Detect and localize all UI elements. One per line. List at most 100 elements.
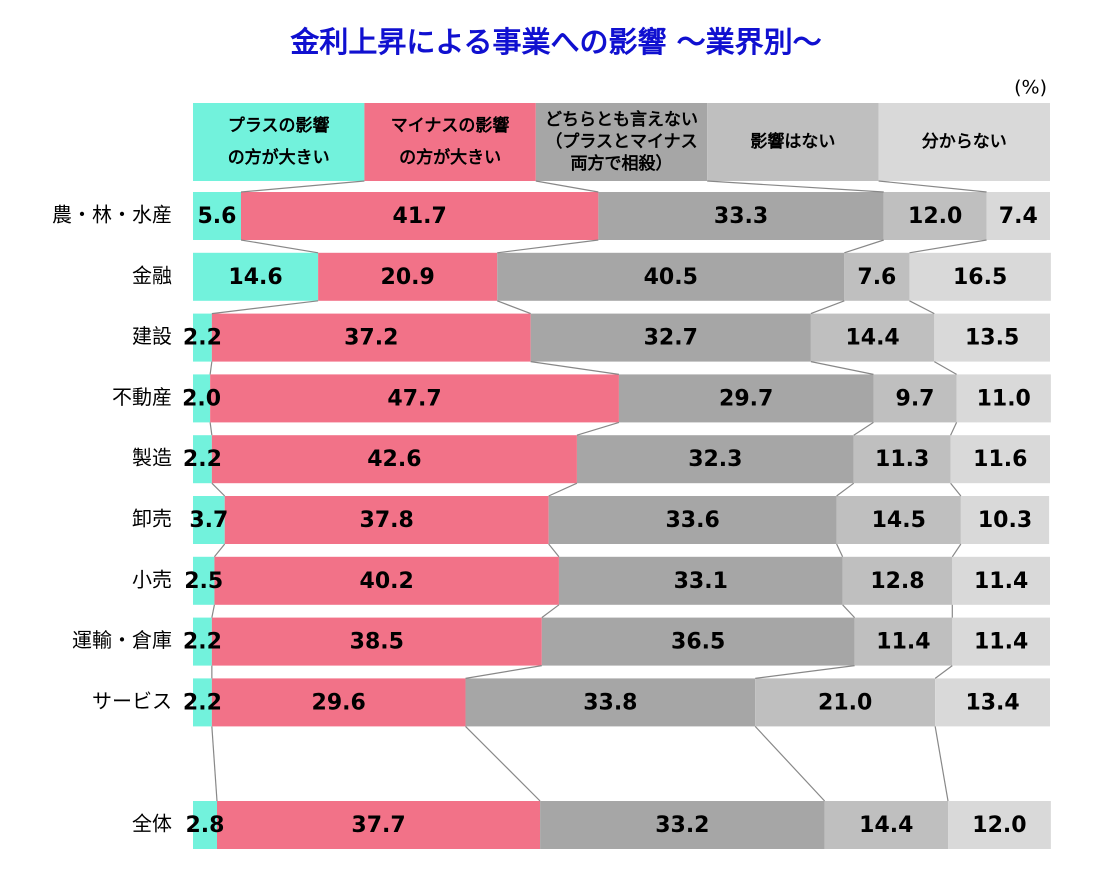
connector-line	[548, 482, 578, 497]
value-label: 5.6	[198, 204, 237, 229]
value-label: 33.6	[665, 508, 719, 533]
category-label: 全体	[132, 812, 172, 836]
value-label: 37.8	[360, 508, 414, 533]
value-label: 33.3	[714, 204, 768, 229]
connector-line	[951, 543, 962, 558]
connector-line	[211, 300, 319, 315]
connector-line	[878, 180, 987, 193]
legend-box	[707, 103, 879, 181]
value-label: 11.4	[974, 569, 1028, 594]
value-label: 13.5	[965, 326, 1019, 351]
bar-segment	[935, 678, 1050, 727]
bar-segment	[956, 374, 1051, 423]
connector-line	[844, 239, 884, 254]
bar-segment	[541, 617, 855, 666]
category-label: 運輸・倉庫	[72, 628, 172, 652]
value-label: 47.7	[387, 386, 441, 411]
connector-line	[853, 421, 874, 436]
bar-segment	[193, 313, 212, 362]
value-label: 36.5	[671, 630, 725, 655]
connector-line	[934, 361, 957, 375]
connector-line	[497, 300, 531, 315]
value-label: 40.5	[644, 265, 698, 290]
legend-box	[193, 103, 365, 181]
category-label: 建設	[132, 324, 172, 348]
value-label: 21.0	[818, 690, 872, 715]
bar-segment	[844, 252, 910, 301]
value-label: 13.4	[965, 690, 1019, 715]
category-label: 製造	[132, 446, 172, 470]
bar-segment	[909, 252, 1051, 301]
category-label: サービス	[92, 689, 172, 713]
connector-line	[836, 543, 844, 558]
value-label: 12.0	[972, 813, 1026, 838]
connector-line	[530, 361, 620, 375]
bar-segment	[193, 556, 215, 605]
category-label: 金融	[132, 263, 172, 287]
connector-line	[535, 180, 599, 193]
value-label: 2.2	[183, 447, 222, 472]
bar-segment	[618, 374, 874, 423]
value-label: 32.3	[688, 447, 742, 472]
connector-line	[836, 482, 855, 497]
bar-segment	[211, 678, 466, 727]
connector-line	[934, 726, 949, 802]
value-label: 2.0	[182, 386, 221, 411]
bar-segment	[224, 496, 549, 544]
connector-line	[240, 180, 365, 193]
bar-segment	[986, 192, 1050, 240]
value-label: 40.2	[360, 569, 414, 594]
bar-segment	[240, 192, 599, 240]
connector-line	[909, 239, 987, 254]
bar-segment	[210, 374, 619, 423]
connector-line	[209, 361, 213, 375]
bar-segment	[853, 435, 951, 484]
bar-segment	[576, 435, 854, 484]
bar-segment	[952, 556, 1050, 605]
value-label: 11.4	[974, 630, 1028, 655]
bar-segment	[193, 801, 217, 849]
connector-line	[213, 543, 226, 558]
value-label: 12.8	[870, 569, 924, 594]
connector-line	[950, 422, 958, 436]
bar-segment	[530, 313, 811, 362]
value-label: 16.5	[953, 265, 1007, 290]
bar-segment	[497, 252, 845, 301]
connector-line	[755, 665, 855, 679]
connector-line	[211, 482, 226, 497]
bar-segment	[193, 192, 241, 240]
value-label: 20.9	[381, 265, 435, 290]
unit-label: (%)	[1014, 77, 1047, 99]
bar-segment	[211, 617, 542, 666]
value-label: 14.5	[872, 508, 926, 533]
bar-segment	[193, 374, 211, 423]
connector-line	[209, 422, 213, 436]
value-label: 11.0	[977, 386, 1031, 411]
category-label: 不動産	[112, 385, 172, 409]
value-label: 11.3	[875, 447, 929, 472]
bar-segment	[193, 617, 212, 666]
value-label: 2.2	[183, 326, 222, 351]
bar-segment	[193, 678, 212, 727]
bar-segment	[193, 496, 225, 544]
bar-segment	[548, 496, 837, 544]
bar-segment	[948, 801, 1051, 849]
category-label: 卸売	[132, 507, 172, 531]
value-label: 3.7	[189, 508, 228, 533]
bar-segment	[854, 617, 953, 666]
bar-segment	[810, 313, 935, 362]
bar-segment	[873, 374, 957, 423]
legend-box	[364, 103, 536, 181]
bar-segment	[598, 192, 884, 240]
value-label: 32.7	[644, 326, 698, 351]
connector-line	[211, 726, 218, 802]
legend-box	[535, 103, 708, 181]
value-label: 38.5	[350, 630, 404, 655]
value-label: 12.0	[908, 204, 962, 229]
value-label: 29.7	[719, 386, 773, 411]
value-label: 7.4	[999, 204, 1038, 229]
connector-line	[934, 665, 953, 679]
value-label: 14.4	[845, 326, 899, 351]
bar-segment	[193, 252, 319, 301]
